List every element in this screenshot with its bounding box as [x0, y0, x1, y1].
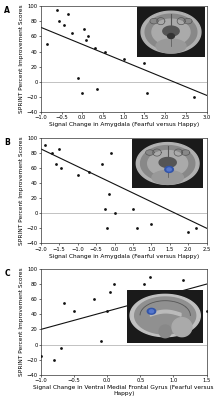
Text: A: A — [4, 6, 10, 15]
Point — [135, 225, 138, 232]
Point — [145, 90, 148, 96]
Point — [194, 225, 197, 232]
Point — [99, 338, 102, 344]
Point — [105, 225, 109, 232]
Point — [85, 37, 88, 43]
Point — [66, 10, 69, 17]
Point — [72, 307, 76, 314]
Point — [143, 60, 146, 66]
X-axis label: Signal Change in Amygdala (Fearful versus Happy): Signal Change in Amygdala (Fearful versu… — [49, 122, 199, 127]
Point — [83, 26, 86, 32]
Point — [58, 18, 61, 24]
X-axis label: Signal Change in Amygdala (Fearful versus Happy): Signal Change in Amygdala (Fearful versu… — [49, 254, 199, 259]
Point — [87, 168, 91, 175]
Point — [87, 33, 90, 40]
Y-axis label: SPRINT Percent Improvement Scores: SPRINT Percent Improvement Scores — [19, 268, 25, 376]
Point — [62, 22, 65, 28]
Text: B: B — [4, 138, 10, 146]
Point — [70, 30, 74, 36]
Point — [107, 191, 111, 198]
Point — [192, 94, 196, 100]
Point — [62, 300, 66, 306]
Point — [59, 345, 62, 352]
Point — [109, 150, 113, 156]
X-axis label: Signal Change in Ventral Medial Frontal Gyrus (Fearful versus
Happy): Signal Change in Ventral Medial Frontal … — [34, 385, 214, 396]
Point — [103, 48, 107, 55]
Point — [186, 229, 190, 235]
Point — [104, 206, 107, 212]
Point — [129, 315, 132, 321]
Point — [54, 161, 57, 167]
Point — [150, 221, 153, 228]
Point — [105, 307, 109, 314]
Point — [109, 288, 112, 295]
Point — [100, 161, 103, 167]
Point — [113, 210, 116, 216]
Point — [205, 307, 208, 314]
Point — [149, 273, 152, 280]
Point — [76, 75, 80, 81]
Point — [142, 281, 145, 287]
Y-axis label: SPRINT Percent Improvement Scores: SPRINT Percent Improvement Scores — [19, 5, 25, 113]
Point — [122, 56, 126, 62]
Point — [146, 164, 149, 171]
Point — [50, 150, 54, 156]
Point — [131, 206, 135, 212]
Text: C: C — [4, 269, 10, 278]
Point — [178, 296, 182, 302]
Point — [76, 172, 79, 178]
Point — [81, 90, 84, 96]
Point — [93, 44, 97, 51]
Point — [95, 86, 98, 92]
Point — [139, 288, 142, 295]
Point — [185, 304, 189, 310]
Point — [56, 7, 59, 13]
Y-axis label: SPRINT Percent Improvement Scores: SPRINT Percent Improvement Scores — [19, 136, 25, 245]
Point — [112, 281, 115, 287]
Point — [59, 164, 63, 171]
Point — [182, 277, 185, 284]
Point — [43, 142, 46, 148]
Point — [165, 319, 169, 325]
Point — [52, 356, 56, 363]
Point — [45, 41, 49, 47]
Point — [92, 296, 96, 302]
Point — [39, 353, 43, 359]
Point — [58, 146, 61, 152]
